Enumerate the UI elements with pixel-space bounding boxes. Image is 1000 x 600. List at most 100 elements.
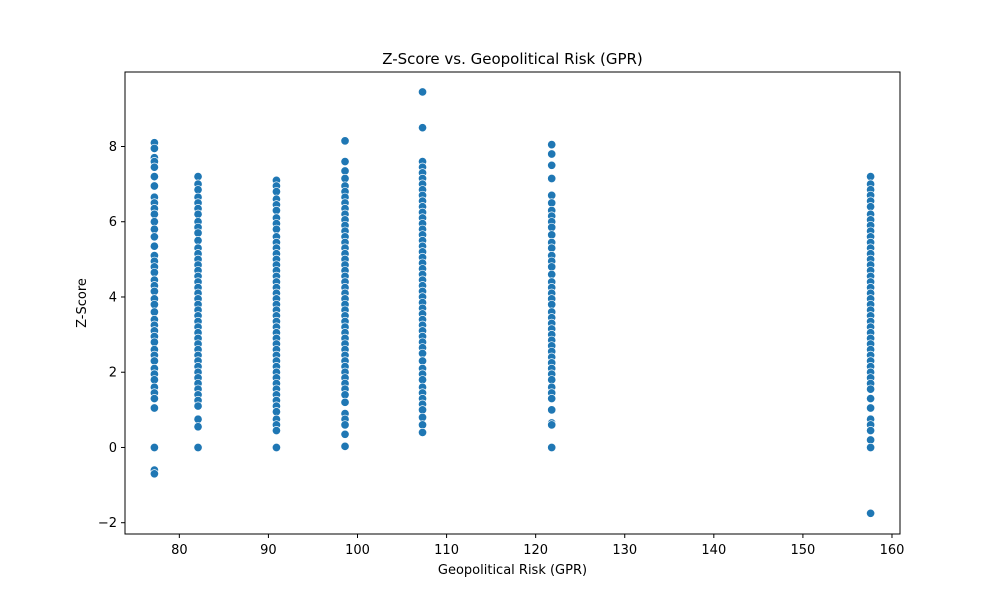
data-point [340, 429, 350, 439]
data-point [149, 181, 159, 191]
data-point [547, 375, 557, 385]
data-point [866, 425, 876, 436]
y-tick-label: 6 [109, 215, 117, 230]
x-axis-ticks: 80 90 100 110 120 130 140 150 160 [171, 534, 904, 558]
x-tick-label: 90 [260, 543, 277, 558]
data-point [149, 209, 159, 219]
data-point [149, 394, 159, 404]
data-point [193, 228, 203, 238]
data-point [547, 230, 557, 240]
data-point [547, 173, 557, 184]
data-point [417, 356, 428, 366]
data-point [547, 442, 557, 453]
data-point [417, 420, 428, 430]
data-point [149, 217, 159, 227]
data-point [547, 190, 557, 200]
data-point [149, 267, 159, 278]
data-point [866, 508, 876, 518]
data-point [271, 224, 281, 234]
data-point [271, 187, 281, 197]
data-point [193, 185, 203, 195]
y-tick-label: 8 [109, 140, 117, 155]
data-point [193, 442, 203, 453]
x-tick-label: 120 [523, 543, 548, 558]
data-point [547, 262, 557, 272]
data-point [417, 427, 428, 437]
data-point [149, 224, 159, 234]
data-point [417, 87, 428, 97]
data-point [866, 403, 876, 413]
data-point [340, 166, 350, 176]
data-point [547, 405, 557, 415]
y-tick-label: 0 [109, 441, 117, 456]
data-point [193, 209, 203, 219]
plot-frame [124, 71, 901, 535]
data-point [149, 307, 159, 317]
x-tick-label: 110 [434, 543, 459, 558]
data-point [149, 162, 159, 172]
x-tick-label: 150 [790, 543, 815, 558]
data-point [271, 205, 281, 215]
data-point [149, 143, 159, 153]
data-point [149, 442, 159, 453]
data-point [417, 375, 428, 385]
data-point [547, 149, 557, 159]
data-point [547, 394, 557, 404]
data-point [149, 299, 159, 310]
data-point [340, 397, 350, 407]
data-point [866, 172, 876, 182]
data-point [866, 442, 876, 453]
data-point [340, 136, 350, 146]
x-tick-label: 100 [345, 543, 370, 558]
data-point [271, 407, 281, 417]
data-point [547, 269, 557, 279]
y-axis-label: Z-Score [75, 278, 90, 328]
data-point [193, 422, 203, 432]
data-point [547, 299, 557, 310]
data-point [149, 172, 159, 182]
y-tick-label: 4 [109, 290, 117, 305]
data-point [271, 425, 281, 436]
data-point [149, 232, 159, 242]
data-point [866, 394, 876, 404]
x-tick-label: 160 [880, 543, 905, 558]
data-point [547, 243, 557, 253]
data-points [149, 87, 876, 518]
data-point [417, 348, 428, 358]
x-tick-label: 130 [612, 543, 637, 558]
data-point [193, 414, 203, 424]
data-point [547, 420, 557, 430]
data-point [547, 198, 557, 208]
y-tick-label: 2 [109, 366, 117, 381]
data-point [193, 401, 203, 411]
data-point [149, 356, 159, 366]
data-point [149, 241, 159, 251]
data-point [149, 375, 159, 385]
data-point [149, 337, 159, 347]
data-point [866, 384, 876, 394]
data-point [417, 405, 428, 415]
data-point [417, 123, 428, 133]
data-point [149, 403, 159, 413]
chart-title: Z-Score vs. Geopolitical Risk (GPR) [382, 50, 643, 68]
x-axis-label: Geopolitical Risk (GPR) [438, 563, 587, 578]
data-point [340, 390, 350, 400]
data-point [271, 442, 281, 453]
data-point [547, 222, 557, 232]
data-point [547, 160, 557, 170]
data-point [340, 173, 350, 184]
data-point [866, 435, 876, 445]
data-point [340, 420, 350, 430]
data-point [547, 140, 557, 150]
data-point [193, 172, 203, 182]
data-point [340, 156, 350, 167]
x-tick-label: 80 [171, 543, 188, 558]
data-point [193, 236, 203, 246]
data-point [149, 286, 159, 296]
data-point [149, 469, 159, 479]
y-axis-ticks: −2 0 2 4 6 8 [98, 140, 125, 531]
y-tick-label: −2 [98, 516, 117, 531]
data-point [866, 202, 876, 212]
